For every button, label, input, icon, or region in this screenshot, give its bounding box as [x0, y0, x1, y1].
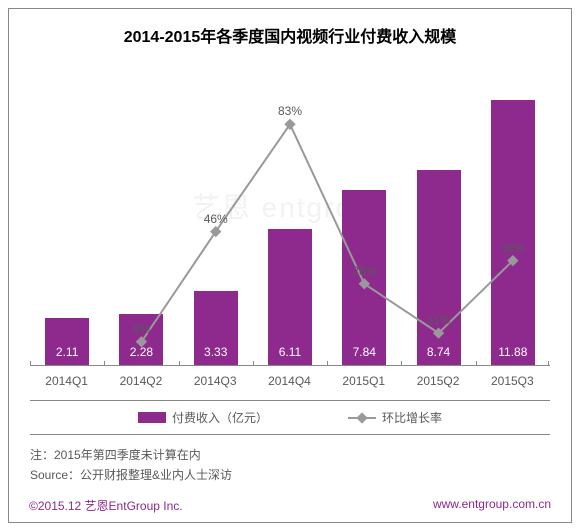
x-tick: 2014Q4: [253, 366, 327, 396]
legend-bar-swatch: [138, 412, 166, 423]
x-tick: 2014Q3: [179, 366, 253, 396]
legend-bar-label: 付费收入（亿元）: [172, 409, 268, 426]
x-tick: 2015Q1: [327, 366, 401, 396]
footer-right: www.entgroup.com.cn: [433, 497, 551, 514]
x-tick: 2015Q3: [476, 366, 550, 396]
notes: 注：2015年第四季度未计算在内 Source：公开财报整理&业内人士深访: [30, 445, 550, 486]
growth-label: 83%: [278, 104, 302, 118]
x-tick: 2014Q2: [104, 366, 178, 396]
growth-label: 8%: [133, 322, 150, 336]
legend-line-label: 环比增长率: [382, 409, 442, 426]
x-tick: 2014Q1: [30, 366, 104, 396]
growth-label: 28%: [352, 264, 376, 278]
growth-label: 36%: [501, 241, 525, 255]
legend-item-bar: 付费收入（亿元）: [138, 409, 268, 426]
line-overlay: [30, 75, 550, 365]
x-axis: 2014Q12014Q22014Q32014Q42015Q12015Q22015…: [30, 365, 550, 396]
note-line1: 注：2015年第四季度未计算在内: [30, 445, 550, 465]
footer-left: ©2015.12 艺恩EntGroup Inc.: [29, 497, 183, 514]
growth-label: 11%: [427, 313, 450, 327]
footer: ©2015.12 艺恩EntGroup Inc. www.entgroup.co…: [29, 497, 551, 514]
plot-area: 艺恩 entgroup 2.112.283.336.117.848.7411.8…: [30, 75, 550, 365]
legend-line-swatch: [348, 412, 376, 424]
chart-container: 2014-2015年各季度国内视频行业付费收入规模 艺恩 entgroup 2.…: [8, 8, 572, 523]
note-line2: Source：公开财报整理&业内人士深访: [30, 465, 550, 485]
growth-label: 46%: [204, 212, 228, 226]
legend-item-line: 环比增长率: [348, 409, 442, 426]
x-tick: 2015Q2: [401, 366, 475, 396]
legend: 付费收入（亿元） 环比增长率: [30, 400, 550, 435]
chart-title: 2014-2015年各季度国内视频行业付费收入规模: [9, 9, 571, 55]
